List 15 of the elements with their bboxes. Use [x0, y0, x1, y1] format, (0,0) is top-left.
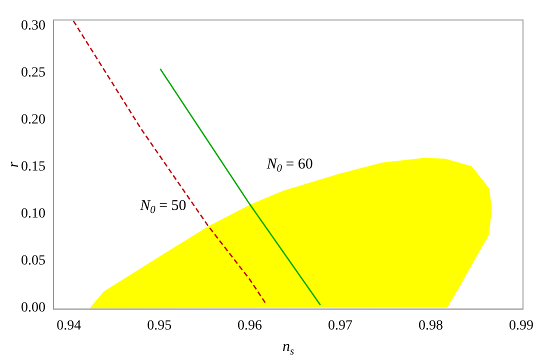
- x-tick-label: 0.98: [418, 318, 443, 334]
- x-tick-label: 0.94: [56, 318, 82, 334]
- line-series: [72, 20, 267, 305]
- x-tick-label: 0.95: [147, 318, 172, 334]
- x-tick-label: 0.97: [328, 318, 353, 334]
- y-axis-title: r: [6, 162, 22, 168]
- y-tick-label: 0.00: [21, 300, 46, 316]
- y-tick-label: 0.25: [21, 65, 46, 80]
- y-tick-label: 0.10: [21, 206, 46, 222]
- y-tick-label: 0.05: [21, 253, 46, 268]
- x-tick-label: 0.99: [508, 318, 534, 334]
- x-tick-label: 0.96: [238, 318, 262, 334]
- y-tick-label: 0.30: [21, 18, 46, 34]
- y-tick-label: 0.15: [21, 159, 46, 174]
- y-tick-label: 0.20: [21, 112, 46, 128]
